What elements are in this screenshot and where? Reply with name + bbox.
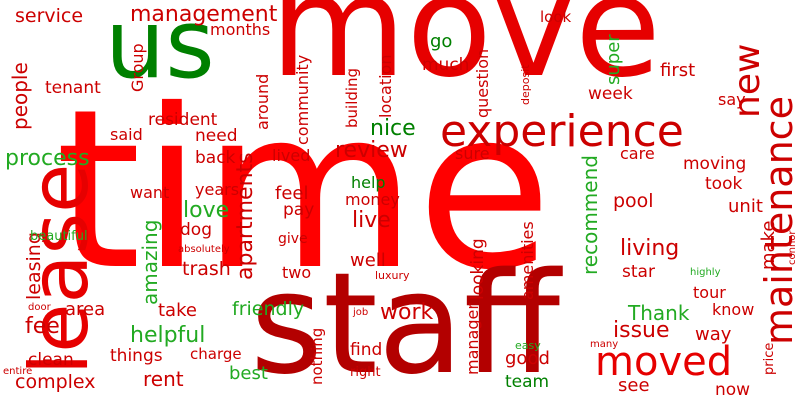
word-tour: tour xyxy=(693,283,726,302)
word-review: review xyxy=(335,138,408,163)
word-moved: moved xyxy=(595,339,733,385)
word-job: job xyxy=(353,307,369,318)
word-experience: experience xyxy=(440,106,684,157)
word-service: service xyxy=(15,5,84,27)
word-complex: complex xyxy=(15,371,96,393)
word-nice: nice xyxy=(370,116,416,141)
word-lived: lived xyxy=(272,146,311,165)
word-now: now xyxy=(715,380,751,400)
word-say: say xyxy=(718,90,746,109)
word-trash: trash xyxy=(182,258,231,280)
word-absolutely: absolutely xyxy=(178,244,230,255)
word-living: living xyxy=(620,236,680,261)
word-look: look xyxy=(540,8,572,26)
word-around: around xyxy=(253,73,272,130)
word-love: love xyxy=(183,198,230,223)
word-months: months xyxy=(210,20,271,39)
word-clean: clean xyxy=(28,350,74,370)
word-community: community xyxy=(293,54,312,145)
word-unit: unit xyxy=(728,196,763,217)
word-move: move xyxy=(270,0,662,109)
word-want: want xyxy=(130,183,170,202)
word-need: need xyxy=(195,126,238,146)
word-take: take xyxy=(158,300,197,321)
word-helpful: helpful xyxy=(130,323,206,348)
word-feel: feel xyxy=(275,183,309,204)
word-first: first xyxy=(660,60,696,81)
word-us: us xyxy=(105,0,215,100)
word-moving: moving xyxy=(683,154,747,174)
word-pool: pool xyxy=(613,190,654,212)
word-well: well xyxy=(350,250,386,271)
word-entire: entire xyxy=(3,366,33,377)
word-took: took xyxy=(705,174,743,194)
word-area: area xyxy=(65,299,106,320)
word-week: week xyxy=(588,84,633,104)
word-time: time xyxy=(55,62,553,318)
word-beautiful: beautiful xyxy=(30,229,88,244)
word-star: star xyxy=(622,262,655,282)
word-right: right xyxy=(350,365,381,380)
word-see: see xyxy=(618,375,650,396)
word-looking: looking xyxy=(468,238,488,300)
word-connor: connor xyxy=(787,230,798,265)
word-location: location xyxy=(376,54,395,118)
word-super: super xyxy=(603,34,624,85)
word-building: building xyxy=(343,67,361,128)
word-thank: Thank xyxy=(628,301,690,325)
word-process: process xyxy=(5,146,90,171)
word-easy: easy xyxy=(515,339,541,352)
word-apartments: apartments xyxy=(233,152,258,280)
word-dog: dog xyxy=(180,220,212,240)
word-way: way xyxy=(695,324,732,345)
word-know: know xyxy=(712,300,755,319)
word-help: help xyxy=(351,173,386,192)
word-said: said xyxy=(110,125,143,144)
word-back: back xyxy=(195,148,236,168)
word-care: care xyxy=(620,144,655,163)
word-amenities: amenities xyxy=(518,221,537,300)
word-issue: issue xyxy=(613,318,670,343)
word-recommend: recommend xyxy=(578,155,602,275)
word-work: work xyxy=(380,300,434,325)
word-group: Group xyxy=(128,43,147,92)
word-live: live xyxy=(352,208,391,233)
word-pay: pay xyxy=(283,200,315,220)
word-find: find xyxy=(350,340,383,360)
word-two: two xyxy=(282,263,312,282)
word-best: best xyxy=(229,363,268,384)
word-team: team xyxy=(505,372,550,392)
word-rent: rent xyxy=(143,367,184,391)
word-question: question xyxy=(473,48,492,118)
word-money: money xyxy=(345,190,400,209)
word-door: door xyxy=(28,302,51,313)
word-good: good xyxy=(505,348,550,369)
word-staff: staff xyxy=(250,243,561,400)
word-manager: manager xyxy=(463,303,482,375)
word-make: make xyxy=(758,220,779,270)
word-deposit: deposit xyxy=(519,64,532,105)
word-amazing: amazing xyxy=(138,219,162,305)
word-years: years xyxy=(195,180,240,199)
word-nothing: nothing xyxy=(308,327,326,385)
word-highly: highly xyxy=(690,267,721,278)
word-give: give xyxy=(278,231,308,247)
word-much: much xyxy=(422,55,470,75)
word-luxury: luxury xyxy=(375,269,410,282)
word-things: things xyxy=(110,346,163,366)
word-many: many xyxy=(590,339,619,350)
word-resident: resident xyxy=(148,110,218,130)
word-fee: fee xyxy=(25,314,60,339)
word-price: price xyxy=(762,342,777,375)
word-charge: charge xyxy=(190,345,242,363)
word-go: go xyxy=(430,31,453,52)
word-sure: sure xyxy=(455,144,490,163)
word-tenant: tenant xyxy=(45,78,101,98)
word-people: people xyxy=(8,62,32,130)
word-management: management xyxy=(130,2,278,27)
word-friendly: friendly xyxy=(232,298,305,320)
